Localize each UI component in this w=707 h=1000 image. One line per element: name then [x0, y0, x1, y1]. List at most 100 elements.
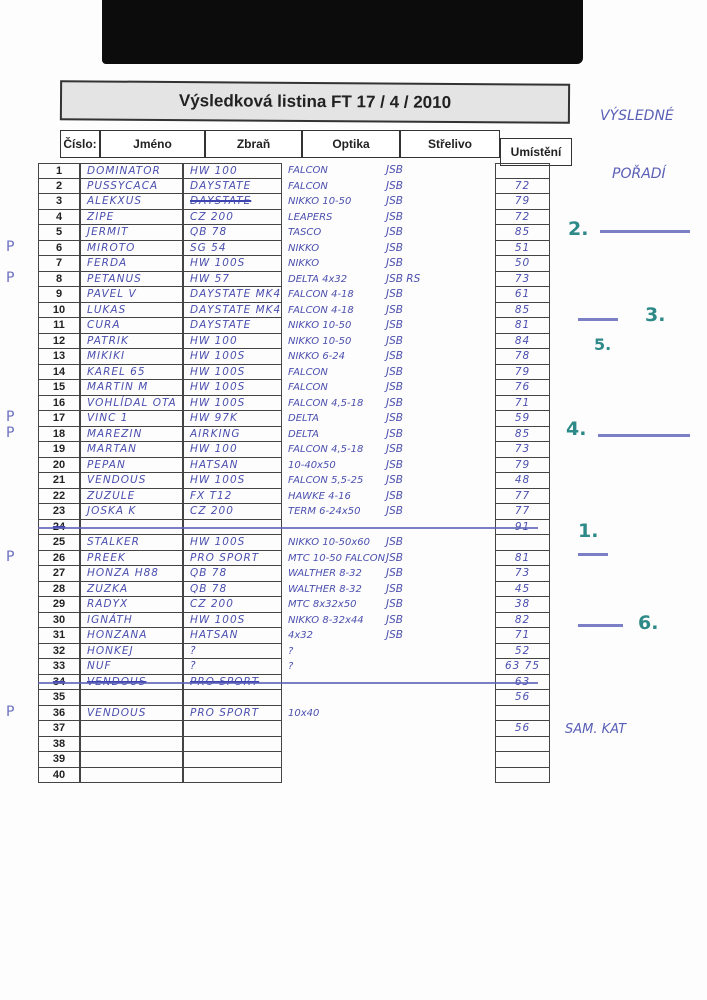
row-placement	[495, 705, 550, 721]
row-ammo: JSB	[386, 334, 403, 347]
row-number: 19	[38, 442, 80, 458]
row-placement	[495, 752, 550, 768]
row-optics: NIKKO 8-32x44	[288, 614, 364, 626]
row-number: 6	[38, 240, 80, 256]
note-footer: SAM. KAT	[565, 722, 627, 737]
header-umisteni: Umístění	[500, 138, 572, 166]
row-placement: 73	[495, 566, 550, 582]
row-number: 12	[38, 333, 80, 349]
row-name: VENDOUS	[80, 705, 183, 721]
row-placement: 63 75	[495, 659, 550, 675]
row-ammo: JSB	[386, 195, 403, 207]
row-number: 4	[38, 209, 80, 225]
row-optics: NIKKO	[288, 242, 320, 254]
row-optics: FALCON	[288, 366, 328, 378]
row-placement: 71	[495, 395, 550, 411]
row-weapon: HW 100	[183, 442, 282, 458]
row-weapon: AIRKING	[183, 426, 282, 442]
row-placement: 85	[495, 302, 550, 318]
row-number: 2	[38, 178, 80, 194]
row-optics: ?	[288, 645, 294, 657]
row-number: 1	[38, 163, 80, 179]
row-ammo: JSB	[386, 381, 403, 393]
table-row: 23 JOSKA K CZ 200 TERM 6-24x50 JSB 77	[38, 504, 550, 520]
margin-p-mark: P	[6, 409, 15, 425]
table-row: 20 PEPAN HATSAN 10-40x50 JSB 79	[38, 457, 550, 473]
row-number: 39	[38, 752, 80, 768]
row-number: 18	[38, 426, 80, 442]
row-ammo: JSB	[386, 210, 403, 223]
row-name: HONZA H88	[80, 566, 183, 582]
row-ammo: JSB	[386, 179, 403, 192]
row-placement: 85	[495, 426, 550, 442]
row-weapon	[183, 721, 282, 737]
row-weapon: HW 100	[183, 333, 282, 349]
row-ammo: JSB	[386, 257, 403, 269]
table-row: 31 HONZANA HATSAN 4x32 JSB 71	[38, 628, 550, 644]
row-weapon: HATSAN	[183, 628, 282, 644]
page-title: Výsledková listina FT 17 / 4 / 2010	[59, 80, 571, 124]
row-number: 14	[38, 364, 80, 380]
row-placement: 50	[495, 256, 550, 272]
row-weapon: HW 100S	[183, 256, 282, 272]
row-placement: 77	[495, 488, 550, 504]
row-number: 3	[38, 194, 80, 210]
row-placement: 52	[495, 643, 550, 659]
row-optics: TERM 6-24x50	[288, 506, 361, 517]
note-heading-line1: VÝSLEDNÉ	[600, 108, 674, 124]
row-number: 38	[38, 736, 80, 752]
row-placement: 79	[495, 364, 550, 380]
row-name: VINC 1	[80, 411, 183, 427]
row-weapon: DAYSTATE	[183, 194, 282, 210]
table-row: 36 VENDOUS PRO SPORT 10x40	[38, 705, 550, 721]
row-ammo: JSB	[386, 582, 403, 595]
row-number: 32	[38, 643, 80, 659]
row-optics: 10-40x50	[288, 459, 336, 471]
row-optics: FALCON	[288, 382, 328, 393]
table-row: 35 56	[38, 690, 550, 706]
row-ammo: JSB	[386, 427, 403, 440]
row-optics: FALCON 4,5-18	[288, 444, 364, 455]
row-placement: 56	[495, 690, 550, 706]
row-weapon: FX T12	[183, 488, 282, 504]
row-placement: 72	[495, 209, 550, 225]
redaction-bar	[102, 0, 583, 64]
scribble	[578, 624, 623, 627]
table-row: 22 ZUZULE FX T12 HAWKE 4-16 JSB 77	[38, 488, 550, 504]
row-name	[80, 736, 183, 752]
table-row: 32 HONKEJ?? 52	[38, 643, 550, 659]
row-name: VENDOUS	[80, 473, 183, 489]
row-weapon: ?	[183, 659, 282, 675]
table-row: 34VENDOUSPRO SPORT63	[38, 674, 550, 690]
row-optics: FALCON	[288, 180, 328, 192]
row-number: 9	[38, 287, 80, 303]
row-name: PUSSYCACA	[80, 178, 183, 194]
row-placement: 45	[495, 581, 550, 597]
row-placement: 59	[495, 411, 550, 427]
row-name	[80, 690, 183, 706]
row-optics: TASCO	[288, 227, 322, 238]
row-ammo: JSB	[386, 458, 403, 471]
row-name: FERDA	[80, 256, 183, 272]
row-name: IGNÁTH	[80, 612, 183, 628]
row-name: MIROTO	[80, 240, 183, 256]
row-weapon: PRO SPORT	[183, 550, 282, 566]
row-weapon: HW 100S	[183, 349, 282, 365]
row-placement: 72	[495, 178, 550, 194]
row-optics: NIKKO 6-24	[288, 351, 346, 362]
row-placement: 71	[495, 628, 550, 644]
scribble	[578, 553, 608, 556]
row-name: ZIPE	[80, 209, 183, 225]
row-weapon: ?	[183, 643, 282, 659]
row-number: 40	[38, 767, 80, 783]
row-ammo: JSB	[386, 241, 403, 254]
scribble	[600, 230, 690, 233]
row-ammo: JSB	[386, 505, 403, 517]
row-weapon: HW 97K	[183, 411, 282, 427]
row-name	[80, 721, 183, 737]
row-weapon: HW 100S	[183, 380, 282, 396]
row-weapon: DAYSTATE MK4	[183, 287, 282, 303]
row-placement	[495, 767, 550, 783]
row-placement: 79	[495, 194, 550, 210]
row-number: 29	[38, 597, 80, 613]
